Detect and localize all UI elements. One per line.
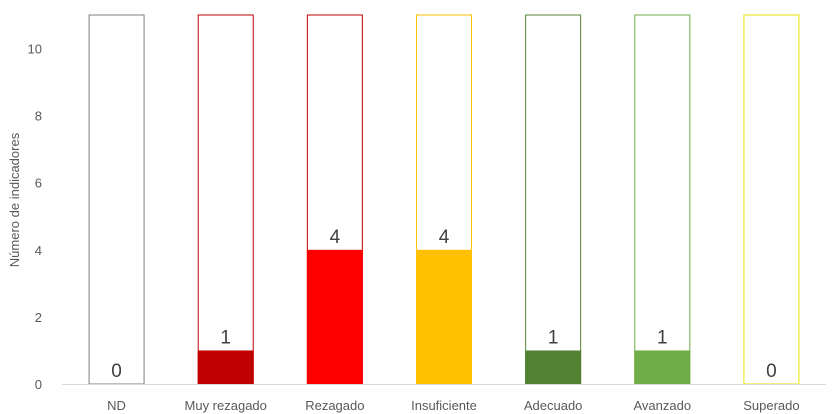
data-label: 1 [220,327,231,348]
data-bar [197,350,254,384]
x-tick-label: ND [107,398,126,413]
data-bar [416,249,472,384]
y-tick-label: 0 [35,377,42,392]
capacity-bar-outline [88,14,145,385]
y-tick-label: 6 [35,176,42,191]
x-tick-label: Avanzado [633,398,691,413]
x-tick-label: Insuficiente [411,398,477,413]
y-tick-label: 4 [35,243,42,258]
data-bar [525,350,582,384]
y-axis-label: Número de indicadores [7,132,22,267]
x-tick-label: Adecuado [524,398,583,413]
plot-area: 0 1 4 4 1 1 0 [88,14,800,385]
y-tick-label: 2 [35,310,42,325]
data-label: 1 [548,327,559,348]
data-bar [634,350,691,384]
data-label: 4 [330,227,341,248]
x-tick-label: Rezagado [305,398,364,413]
y-tick-label: 10 [28,42,42,57]
data-bar [306,249,363,384]
x-tick-label: Superado [743,398,799,413]
x-axis: ND Muy rezagado Rezagado Insuficiente Adecua… [62,384,826,413]
data-label: 1 [657,327,668,348]
data-label: 0 [111,361,122,382]
data-label: 4 [439,227,450,248]
data-label: 0 [766,361,777,382]
y-axis: 0 2 4 6 8 10 [28,42,42,392]
capacity-bar-outline [743,14,800,385]
x-tick-label: Muy rezagado [185,398,267,413]
y-tick-label: 8 [35,109,42,124]
